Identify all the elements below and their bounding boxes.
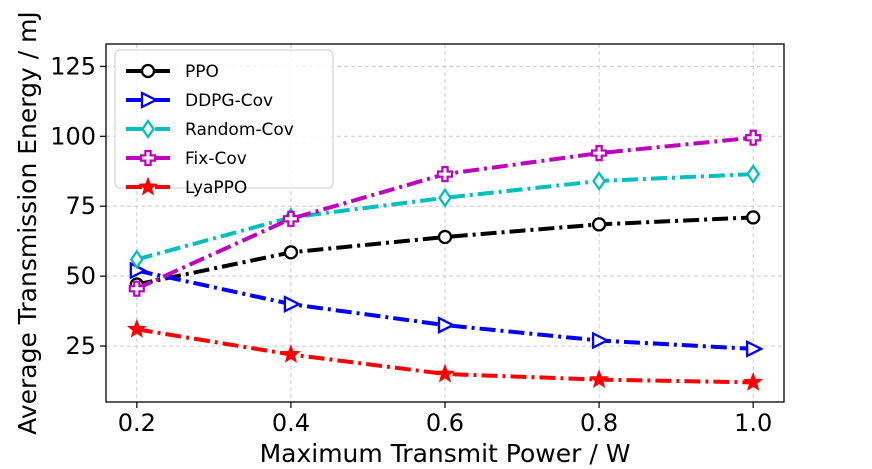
legend-label: DDPG-Cov <box>185 91 273 111</box>
data-point-ppo <box>437 229 453 245</box>
legend-marker <box>140 91 159 109</box>
x-tick-label: 0.4 <box>272 409 310 437</box>
data-point-fix-cov <box>436 166 454 183</box>
data-point-lyappo <box>743 371 764 391</box>
legend-entry-ppo: PPO <box>126 62 219 82</box>
axis-ticks: 0.2 0.4 0.6 0.8 1.0 25 50 75 100 125 <box>50 52 772 437</box>
data-point-fix-cov <box>745 129 762 146</box>
y-tick-label: 100 <box>50 122 96 150</box>
data-point-ppo <box>746 210 761 225</box>
legend-marker <box>138 176 158 196</box>
series-fix-cov <box>128 129 762 297</box>
y-tick-label: 50 <box>65 262 96 290</box>
x-tick-label: 0.8 <box>580 409 618 437</box>
data-point-ddpg-cov <box>591 331 610 350</box>
x-axis-label: Maximum Transmit Power / W <box>260 439 631 468</box>
data-point-fix-cov <box>590 145 608 162</box>
y-axis-label: Average Transmission Energy / mJ <box>13 11 42 435</box>
data-point-random-cov <box>592 171 606 192</box>
legend-box <box>114 49 334 189</box>
legend-label: Random-Cov <box>185 120 294 140</box>
x-tick-label: 1.0 <box>734 409 772 437</box>
legend-entry-fix-cov: Fix-Cov <box>126 149 247 169</box>
data-point-ppo <box>283 245 299 260</box>
data-point-lyappo <box>126 318 147 338</box>
data-point-fix-cov <box>128 280 145 297</box>
y-tick-label: 25 <box>65 332 96 360</box>
series-ppo <box>129 210 761 292</box>
legend-entry-lyappo: LyaPPO <box>126 176 247 198</box>
data-point-ddpg-cov <box>283 295 302 313</box>
data-point-ddpg-cov <box>437 316 456 334</box>
data-point-lyappo <box>280 344 301 363</box>
legend: PPO DDPG-Cov Random-Cov Fix-Cov LyaPPO <box>114 49 334 198</box>
data-point-ppo <box>591 217 607 232</box>
legend-entry-ddpg-cov: DDPG-Cov <box>126 91 273 111</box>
series-ddpg-cov <box>129 261 764 358</box>
series-lyappo <box>126 318 764 391</box>
x-tick-label: 0.2 <box>118 409 156 437</box>
legend-label: Fix-Cov <box>185 149 247 169</box>
series-layer <box>126 129 764 391</box>
x-tick-label: 0.6 <box>426 409 464 437</box>
data-point-ddpg-cov <box>746 339 764 358</box>
legend-marker <box>140 63 156 79</box>
data-point-fix-cov <box>282 210 299 227</box>
data-point-random-cov <box>129 249 144 270</box>
data-point-lyappo <box>435 363 455 383</box>
legend-entry-random-cov: Random-Cov <box>126 118 294 140</box>
data-point-random-cov <box>746 164 761 185</box>
y-tick-label: 75 <box>65 192 96 220</box>
y-tick-label: 125 <box>50 52 96 80</box>
data-point-random-cov <box>438 187 452 208</box>
legend-marker <box>141 118 155 140</box>
legend-marker <box>139 149 157 167</box>
data-point-lyappo <box>589 369 610 389</box>
legend-label: PPO <box>185 62 219 82</box>
legend-label: LyaPPO <box>185 178 247 198</box>
